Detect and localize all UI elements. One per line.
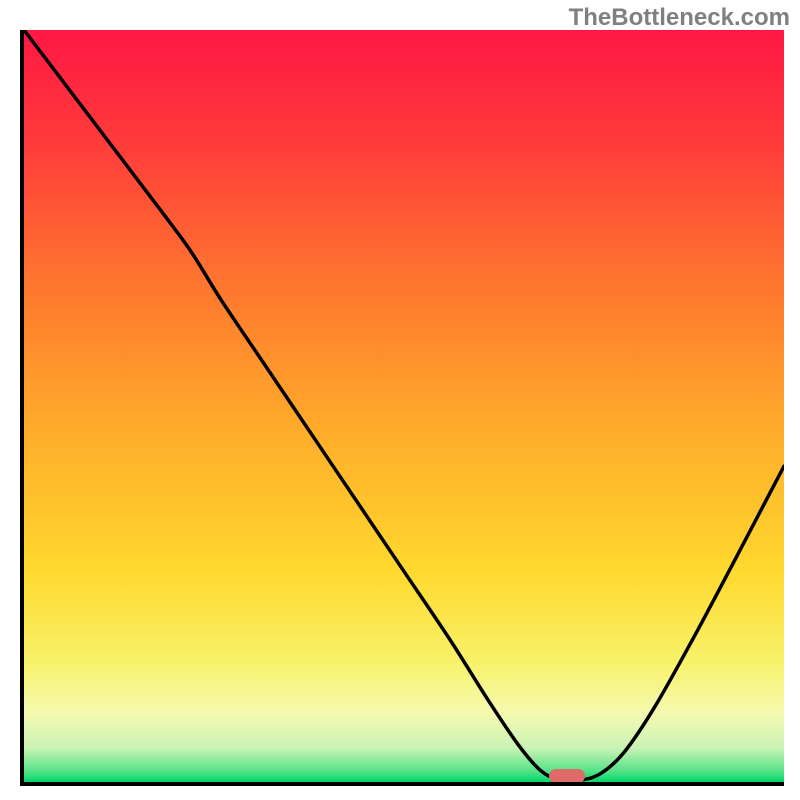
minimum-marker: [549, 769, 585, 782]
plot-area: [24, 30, 784, 782]
watermark-text: TheBottleneck.com: [569, 4, 790, 32]
curve-path: [24, 30, 784, 781]
x-axis-line: [20, 782, 784, 786]
curve-svg: [24, 30, 784, 782]
y-axis-line: [20, 30, 24, 786]
chart-container: { "watermark": { "text": "TheBottleneck.…: [0, 0, 800, 800]
